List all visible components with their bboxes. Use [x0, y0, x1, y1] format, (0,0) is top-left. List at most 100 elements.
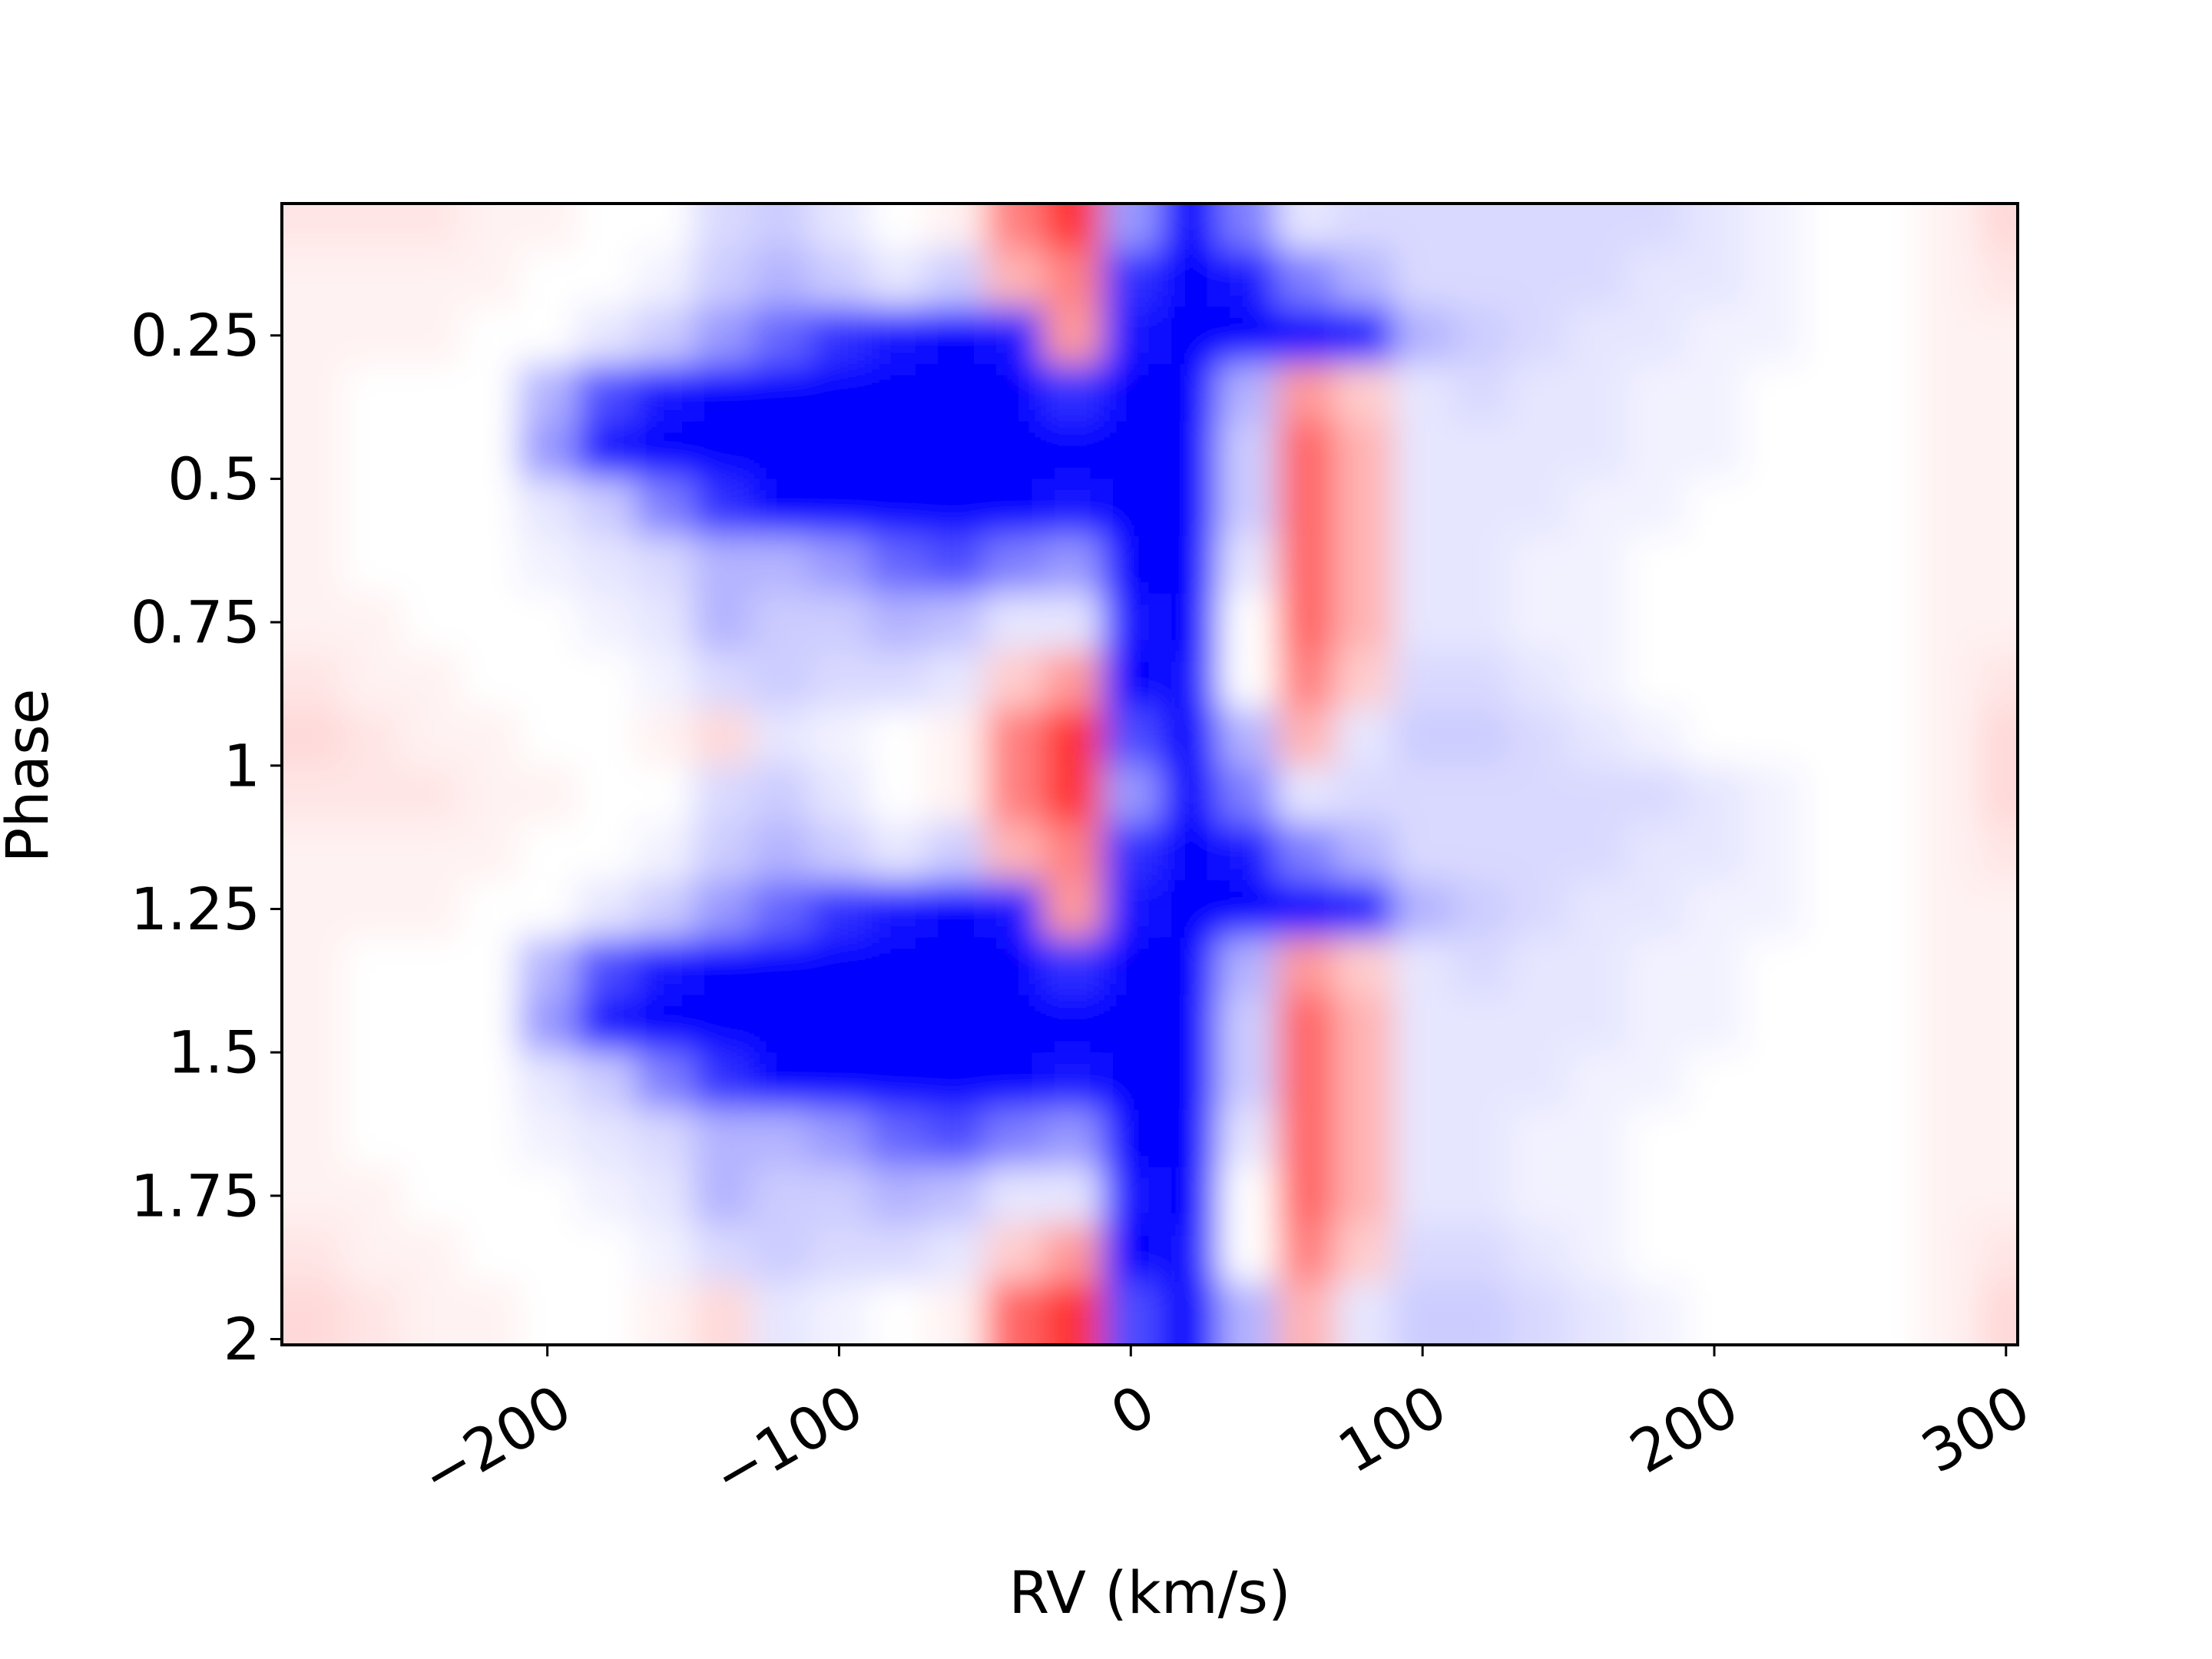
heatmap-cell	[810, 1052, 869, 1111]
heatmap-cell	[1452, 1224, 1512, 1283]
heatmap-cell	[1452, 593, 1512, 652]
heatmap-cell	[1101, 1167, 1161, 1226]
heatmap-cell	[459, 765, 519, 824]
heatmap-cell	[343, 306, 402, 366]
heatmap-cell	[1627, 306, 1686, 366]
heatmap-cell	[1743, 536, 1803, 594]
heatmap-cell	[1101, 1224, 1161, 1283]
heatmap-cell	[926, 880, 986, 939]
heatmap-cell	[693, 880, 753, 939]
heatmap-cell	[1510, 708, 1570, 767]
heatmap-cell	[1101, 651, 1161, 710]
heatmap-cell	[1218, 765, 1278, 824]
heatmap-cell	[751, 421, 811, 480]
heatmap-cell	[1568, 421, 1628, 480]
heatmap-cell	[282, 995, 344, 1054]
heatmap-cell	[1160, 1281, 1220, 1345]
heatmap-cell	[1976, 204, 2018, 250]
heatmap-cell	[343, 823, 402, 882]
heatmap-cell	[693, 995, 753, 1054]
heatmap-cell	[1801, 995, 1861, 1054]
heatmap-cell	[1976, 478, 2018, 538]
heatmap-cell	[634, 880, 694, 939]
heatmap-cell	[634, 249, 694, 308]
heatmap-cell	[1452, 651, 1512, 710]
heatmap-cell	[343, 708, 402, 767]
heatmap-cell	[1510, 1052, 1570, 1111]
heatmap-cell	[459, 593, 519, 652]
heatmap-cell	[1452, 1052, 1512, 1111]
heatmap-cell	[1510, 651, 1570, 710]
heatmap-cell	[518, 1224, 578, 1283]
heatmap-cell	[1801, 1052, 1861, 1111]
heatmap-cell	[576, 1224, 636, 1283]
heatmap-cell	[1393, 880, 1453, 939]
heatmap-cell	[401, 880, 461, 939]
heatmap	[282, 204, 2018, 1345]
heatmap-cell	[1684, 937, 1744, 996]
heatmap-cell	[1043, 937, 1103, 996]
heatmap-cell	[343, 249, 402, 308]
heatmap-cell	[576, 1281, 636, 1345]
heatmap-cell	[1043, 249, 1103, 308]
heatmap-cell	[1043, 823, 1103, 882]
heatmap-cell	[985, 651, 1045, 710]
heatmap-cell	[1101, 880, 1161, 939]
heatmap-cell	[1335, 364, 1395, 422]
heatmap-cell	[1859, 249, 1919, 308]
heatmap-cell	[1160, 1167, 1220, 1226]
heatmap-cell	[1859, 708, 1919, 767]
heatmap-cell	[751, 1281, 811, 1345]
heatmap-cell	[985, 421, 1045, 480]
heatmap-cell	[459, 1109, 519, 1168]
heatmap-cell	[926, 306, 986, 366]
heatmap-cell	[518, 995, 578, 1054]
heatmap-cell	[401, 995, 461, 1054]
heatmap-cell	[1393, 593, 1453, 652]
heatmap-cell	[343, 421, 402, 480]
heatmap-cell	[868, 364, 928, 422]
heatmap-cell	[1218, 937, 1278, 996]
heatmap-cell	[926, 1052, 986, 1111]
heatmap-cell	[518, 306, 578, 366]
heatmap-cell	[343, 1224, 402, 1283]
heatmap-cell	[985, 249, 1045, 308]
heatmap-cell	[1452, 478, 1512, 538]
heatmap-cell	[926, 1167, 986, 1226]
heatmap-cell	[459, 823, 519, 882]
heatmap-cell	[1393, 1224, 1453, 1283]
heatmap-cell	[1510, 1281, 1570, 1345]
heatmap-cell	[1510, 1224, 1570, 1283]
heatmap-cell	[1918, 1167, 1978, 1226]
heatmap-cell	[343, 364, 402, 422]
heatmap-cell	[1743, 1224, 1803, 1283]
heatmap-cell	[1043, 593, 1103, 652]
heatmap-cell	[810, 937, 869, 996]
heatmap-cell	[634, 204, 694, 250]
heatmap-cell	[518, 708, 578, 767]
heatmap-cell	[634, 478, 694, 538]
heatmap-cell	[1393, 1052, 1453, 1111]
heatmap-cell	[985, 364, 1045, 422]
heatmap-cell	[1277, 1167, 1336, 1226]
heatmap-cell	[1452, 880, 1512, 939]
heatmap-cell	[1859, 823, 1919, 882]
heatmap-cell	[1043, 651, 1103, 710]
heatmap-cell	[1160, 1052, 1220, 1111]
heatmap-cell	[1627, 995, 1686, 1054]
heatmap-cell	[518, 1167, 578, 1226]
heatmap-cell	[1218, 364, 1278, 422]
heatmap-cell	[1684, 1224, 1744, 1283]
heatmap-cell	[1684, 204, 1744, 250]
heatmap-cell	[1859, 1167, 1919, 1226]
heatmap-cell	[1277, 1224, 1336, 1283]
heatmap-cell	[693, 708, 753, 767]
heatmap-cell	[1452, 1281, 1512, 1345]
heatmap-cell	[1627, 1167, 1686, 1226]
heatmap-cell	[1101, 593, 1161, 652]
heatmap-cell	[1101, 765, 1161, 824]
heatmap-cell	[1452, 765, 1512, 824]
heatmap-cell	[693, 421, 753, 480]
heatmap-cell	[1510, 1109, 1570, 1168]
heatmap-cell	[576, 1109, 636, 1168]
